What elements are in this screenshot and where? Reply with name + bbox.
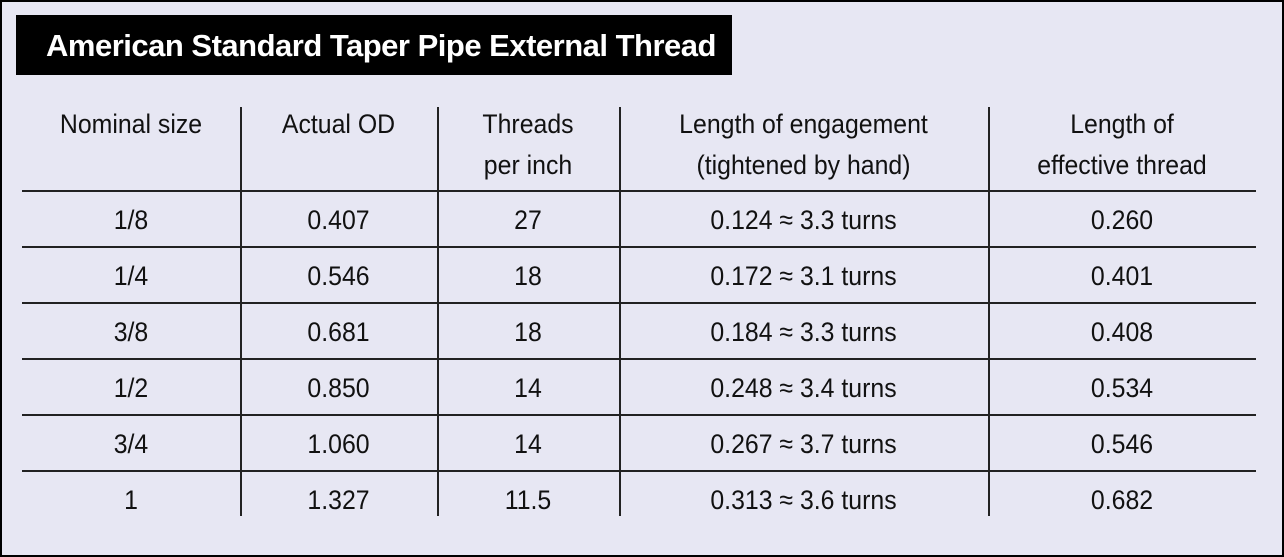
header-cell: per inch: [483, 150, 573, 180]
row-divider: [22, 302, 1256, 304]
table-cell: 3/8: [113, 317, 149, 347]
header-divider: [22, 190, 1256, 192]
table-cell: 0.682: [1090, 485, 1154, 515]
table-cell: 0.172 ≈ 3.1 turns: [710, 261, 897, 291]
table-cell: 0.546: [307, 261, 370, 291]
header-cell: Actual OD: [281, 109, 396, 139]
header-cell: effective thread: [1037, 150, 1207, 180]
table-cell: 14: [514, 373, 542, 403]
table-cell: 1/4: [113, 261, 149, 291]
table-cell: 0.184 ≈ 3.3 turns: [710, 317, 897, 347]
table-cell: 0.681: [307, 317, 370, 347]
header-cell: Length of engagement: [679, 109, 928, 139]
table-cell: 1: [124, 485, 138, 515]
table-cell: 0.248 ≈ 3.4 turns: [710, 373, 897, 403]
table-cell: 0.401: [1090, 261, 1154, 291]
table-cell: 0.408: [1090, 317, 1154, 347]
column-divider: [240, 107, 242, 516]
title: American Standard Taper Pipe External Th…: [46, 28, 716, 63]
title-bar: American Standard Taper Pipe External Th…: [16, 15, 732, 75]
table-cell: 0.534: [1090, 373, 1154, 403]
table-cell: 18: [514, 317, 542, 347]
table-cell: 0.267 ≈ 3.7 turns: [710, 429, 897, 459]
header-cell: Threads: [482, 109, 574, 139]
table-cell: 1/8: [113, 205, 149, 235]
table-cell: 0.124 ≈ 3.3 turns: [710, 205, 897, 235]
row-divider: [22, 358, 1256, 360]
table-cell: 3/4: [113, 429, 149, 459]
row-divider: [22, 414, 1256, 416]
table-cell: 0.260: [1090, 205, 1154, 235]
table-cell: 1/2: [113, 373, 149, 403]
header-cell: Length of: [1070, 109, 1174, 139]
header-cell: (tightened by hand): [696, 150, 911, 180]
table-cell: 0.407: [307, 205, 370, 235]
table-cell: 1.060: [307, 429, 370, 459]
row-divider: [22, 470, 1256, 472]
column-divider: [437, 107, 439, 516]
table-cell: 27: [514, 205, 542, 235]
table-cell: 0.850: [307, 373, 370, 403]
row-divider: [22, 246, 1256, 248]
header-cell: Nominal size: [59, 109, 203, 139]
table-cell: 0.313 ≈ 3.6 turns: [710, 485, 897, 515]
table-cell: 0.546: [1090, 429, 1154, 459]
table-cell: 1.327: [307, 485, 370, 515]
table-cell: 18: [514, 261, 542, 291]
column-divider: [988, 107, 990, 516]
column-divider: [619, 107, 621, 516]
table-cell: 14: [514, 429, 542, 459]
table-cell: 11.5: [504, 485, 552, 515]
